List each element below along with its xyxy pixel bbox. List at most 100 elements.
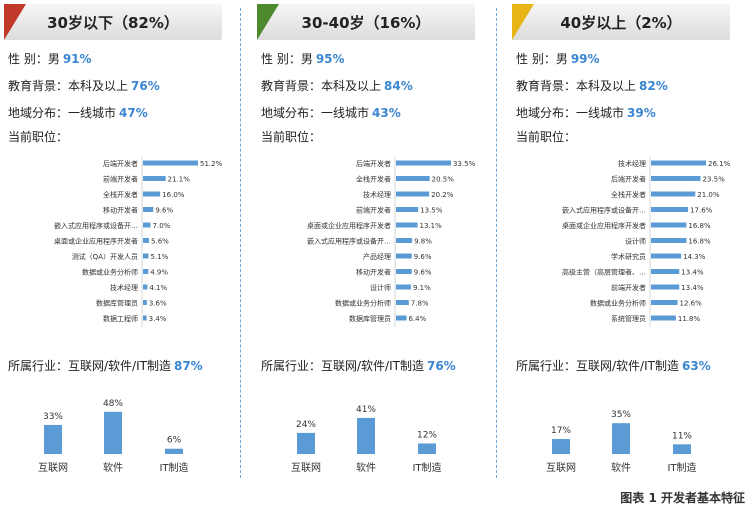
data-label: 21.1% xyxy=(168,176,191,184)
data-bar xyxy=(396,238,413,243)
data-bar xyxy=(651,222,687,228)
category-label: 后端开发者 xyxy=(103,159,138,168)
data-label: 13.5% xyxy=(420,207,443,215)
industry-stat: 所属行业：互联网/软件/IT制造 87% xyxy=(8,357,203,374)
data-label: 3.4% xyxy=(149,315,167,323)
category-label: 软件 xyxy=(611,461,631,474)
panel-banner: 30-40岁（16%） xyxy=(257,4,475,40)
category-label: IT制造 xyxy=(412,461,441,474)
data-bar xyxy=(396,300,409,305)
category-label: 桌面或企业应用程序开发者 xyxy=(562,221,646,230)
data-bar xyxy=(143,300,147,305)
region-value: 39% xyxy=(627,106,656,120)
data-bar xyxy=(651,269,680,274)
panel-divider-2 xyxy=(496,8,497,478)
data-label: 7.0% xyxy=(153,222,171,230)
data-bar xyxy=(297,432,315,454)
education-stat: 教育背景：本科及以上 82% xyxy=(516,77,668,94)
data-label: 14.3% xyxy=(683,253,706,261)
data-label: 6.4% xyxy=(409,315,427,323)
data-label: 9.6% xyxy=(155,207,173,215)
data-label: 16.8% xyxy=(688,222,711,230)
region-stat: 地域分布：一线城市 43% xyxy=(261,104,401,121)
category-label: 数据或业务分析师 xyxy=(82,268,138,277)
data-bar xyxy=(651,284,680,290)
figure-caption: 图表 1 开发者基本特征 xyxy=(620,491,745,505)
region-label: 地域分布：一线城市 xyxy=(261,106,370,120)
gender-label: 性 别：男 xyxy=(516,52,568,66)
region-value: 43% xyxy=(372,106,401,120)
category-label: 技术经理 xyxy=(618,159,646,168)
category-label: 数据库管理员 xyxy=(96,299,138,308)
region-label: 地域分布：一线城市 xyxy=(516,106,625,120)
region-stat: 地域分布：一线城市 39% xyxy=(516,104,656,121)
data-label: 4.1% xyxy=(149,284,167,292)
position-bar-chart: 后端开发者 33.5% 全栈开发者 20.5% 技术经理 20.2% 前端开发者 13.5% 桌… xyxy=(307,157,476,327)
data-bar xyxy=(143,176,166,181)
panel-banner: 40岁以上（2%） xyxy=(512,4,730,40)
data-bar xyxy=(396,222,418,228)
category-label: 移动开发者 xyxy=(103,206,138,215)
panel-title: 40岁以上（2%） xyxy=(560,14,682,32)
data-label: 7.8% xyxy=(411,300,429,308)
data-label: 21.0% xyxy=(697,191,720,199)
category-label: 嵌入式应用程序或设备开… xyxy=(562,206,646,215)
data-bar xyxy=(651,176,701,181)
education-label: 教育背景：本科及以上 xyxy=(261,79,382,93)
data-bar xyxy=(396,269,412,274)
data-bar xyxy=(143,191,161,197)
education-stat: 教育背景：本科及以上 84% xyxy=(261,77,413,94)
region-value: 47% xyxy=(119,106,148,120)
data-label: 33.5% xyxy=(453,160,476,168)
industry-value: 87% xyxy=(173,359,203,373)
data-bar xyxy=(396,253,412,259)
data-label: 11% xyxy=(672,431,692,441)
position-heading: 当前职位： xyxy=(516,130,577,144)
data-label: 9.8% xyxy=(414,238,432,246)
gender-stat: 性 别：男 95% xyxy=(261,50,345,67)
data-bar xyxy=(143,238,150,243)
category-label: 设计师 xyxy=(625,237,646,246)
data-bar xyxy=(143,207,154,212)
data-label: 12.6% xyxy=(680,300,703,308)
data-bar xyxy=(651,160,706,166)
data-label: 26.1% xyxy=(708,160,731,168)
category-label: 后端开发者 xyxy=(356,159,391,168)
category-label: 移动开发者 xyxy=(356,268,391,277)
data-bar xyxy=(165,448,183,454)
industry-bar-chart: 33% 互联网 48% 软件 6% IT制造 xyxy=(38,399,189,474)
category-label: 学术研究员 xyxy=(611,252,646,261)
data-label: 20.2% xyxy=(431,191,454,199)
category-label: 全栈开发者 xyxy=(611,190,646,199)
data-bar xyxy=(143,315,147,321)
industry-stat: 所属行业：互联网/软件/IT制造 76% xyxy=(261,357,456,374)
data-bar xyxy=(612,423,630,454)
category-label: 前端开发者 xyxy=(103,175,138,184)
panel-title: 30-40岁（16%） xyxy=(301,14,431,32)
category-label: 数据或业务分析师 xyxy=(335,299,391,308)
position-bar-chart: 技术经理 26.1% 后端开发者 23.5% 全栈开发者 21.0% 嵌入式应用程序或设备开… xyxy=(562,157,731,327)
gender-label: 性 别：男 xyxy=(8,52,60,66)
data-label: 23.5% xyxy=(703,176,726,184)
industry-value: 63% xyxy=(681,359,711,373)
data-label: 51.2% xyxy=(200,160,223,168)
category-label: 技术经理 xyxy=(110,283,138,292)
data-bar xyxy=(396,207,419,212)
category-label: 软件 xyxy=(356,461,376,474)
industry-bar-chart: 17% 互联网 35% 软件 11% IT制造 xyxy=(546,410,697,474)
panel-title: 30岁以下（82%） xyxy=(47,14,179,32)
category-label: 后端开发者 xyxy=(611,175,646,184)
data-label: 5.1% xyxy=(150,253,168,261)
data-label: 12% xyxy=(417,430,437,440)
category-label: 数据工程师 xyxy=(103,314,138,323)
data-bar xyxy=(396,160,451,166)
position-heading: 当前职位： xyxy=(261,130,322,144)
data-label: 3.6% xyxy=(149,300,167,308)
data-bar xyxy=(357,417,375,454)
education-value: 82% xyxy=(639,79,668,93)
industry-label: 所属行业：互联网/软件/IT制造 xyxy=(261,359,424,373)
data-bar xyxy=(44,424,62,454)
category-label: 测试（QA）开发人员 xyxy=(72,252,138,261)
gender-value: 99% xyxy=(570,52,600,66)
banner-accent-triangle xyxy=(4,4,26,40)
